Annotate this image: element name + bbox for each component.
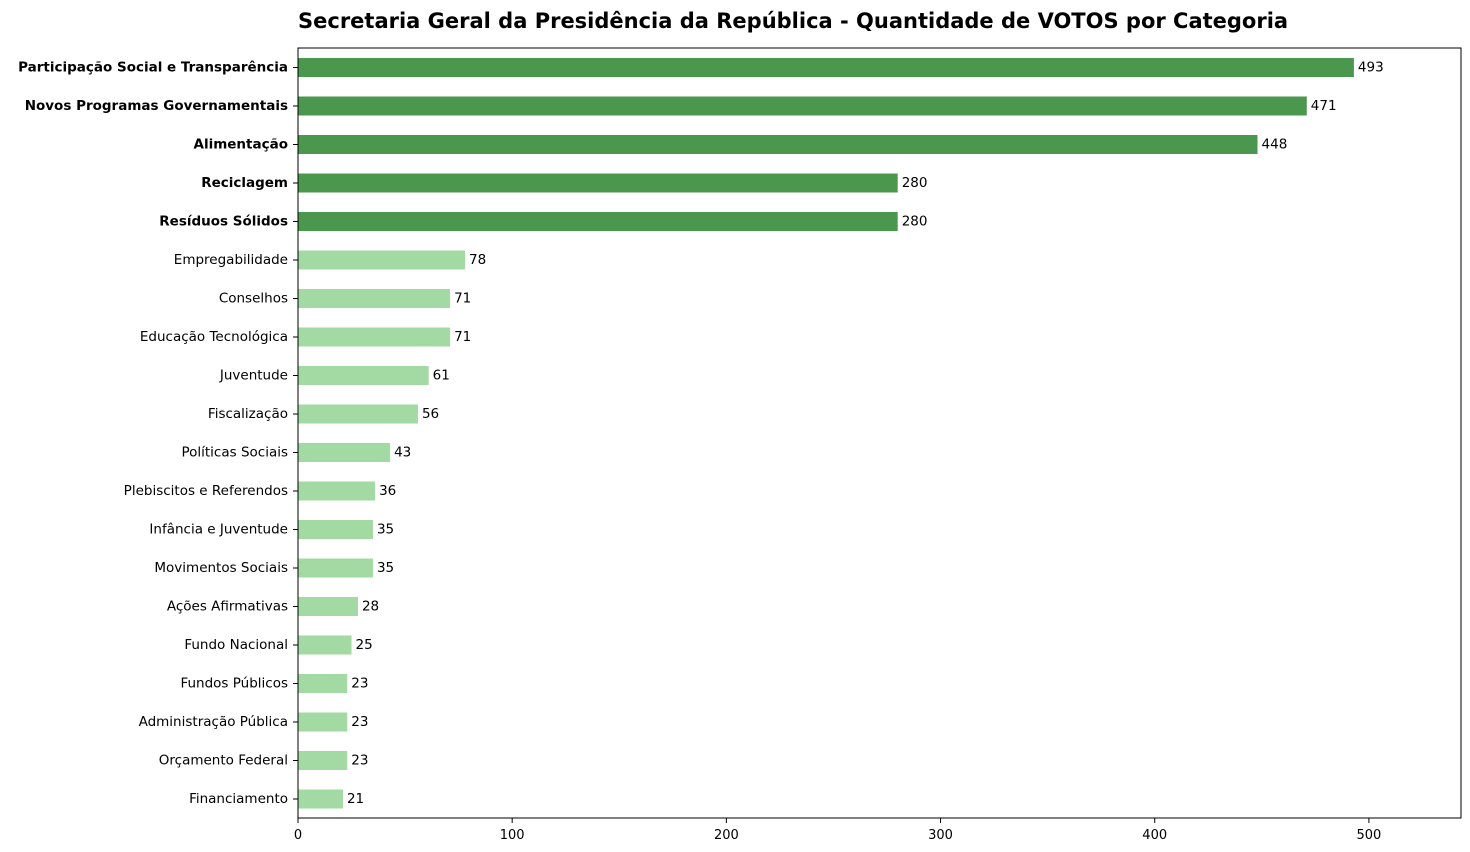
bar [298,173,898,193]
plot-frame [297,47,1462,819]
value-label: 23 [351,676,368,692]
value-label: 23 [351,714,368,730]
category-label: Participação Social e Transparência [18,60,288,76]
category-label: Resíduos Sólidos [159,214,288,230]
bar [298,674,348,693]
value-label: 493 [1358,60,1384,76]
category-label: Reciclagem [201,175,288,191]
category-label: Educação Tecnológica [140,329,288,345]
x-tick-label: 500 [1356,828,1381,843]
bar [298,558,373,578]
bar [298,135,1258,154]
bar [298,96,1307,116]
value-label: 61 [433,368,450,384]
value-label: 25 [356,637,373,653]
bar [298,327,451,347]
value-label: 71 [454,329,471,345]
category-label: Fiscalização [208,406,288,422]
category-label: Fundo Nacional [184,637,288,653]
bar [298,404,418,424]
category-label: Empregabilidade [174,252,288,268]
value-label: 21 [347,791,364,807]
value-label: 471 [1311,98,1337,114]
category-label: Movimentos Sociais [154,560,288,576]
category-label: Alimentação [194,137,289,153]
bar [298,520,373,539]
bar [298,712,348,732]
bar [298,789,343,809]
value-label: 23 [351,753,368,769]
category-label: Juventude [219,368,288,384]
x-tick-label: 100 [500,828,525,843]
x-tick-label: 0 [294,828,302,843]
value-label: 78 [469,252,486,268]
value-label: 280 [902,214,928,230]
bar [298,443,391,462]
chart-title: Secretaria Geral da Presidência da Repúb… [298,9,1288,33]
category-label: Financiamento [189,791,288,807]
category-labels: Participação Social e Transparência Novos… [18,60,298,807]
bar [298,212,898,231]
value-label: 28 [362,599,379,615]
category-label: Fundos Públicos [180,676,288,692]
bar [298,481,376,501]
category-label: Conselhos [219,291,288,307]
category-label: Plebiscitos e Referendos [124,483,288,499]
category-label: Administração Pública [139,714,288,730]
category-label: Infância e Juventude [149,522,288,538]
bar [298,289,451,308]
category-label: Orçamento Federal [159,753,288,769]
bar [298,635,352,655]
bar [298,597,358,616]
bars-group [298,58,1354,809]
x-axis: 0 100 200 300 400 500 [294,818,1381,843]
value-label: 43 [394,445,411,461]
x-tick-label: 200 [714,828,739,843]
value-label: 280 [902,175,928,191]
value-label: 35 [377,560,394,576]
category-label: Ações Afirmativas [167,599,288,615]
value-labels: 493 471 448 280 280 78 71 71 61 56 43 36 35 35 28 25 23 2… [347,60,1384,808]
bar [298,751,348,770]
bar [298,366,429,385]
value-label: 36 [379,483,396,499]
value-label: 56 [422,406,439,422]
category-label: Novos Programas Governamentais [25,98,288,114]
category-label: Políticas Sociais [181,445,288,461]
bar [298,250,466,270]
value-label: 71 [454,291,471,307]
x-tick-label: 300 [928,828,953,843]
x-tick-label: 400 [1142,828,1167,843]
value-label: 35 [377,522,394,538]
value-label: 448 [1262,137,1288,153]
bar [298,58,1354,77]
